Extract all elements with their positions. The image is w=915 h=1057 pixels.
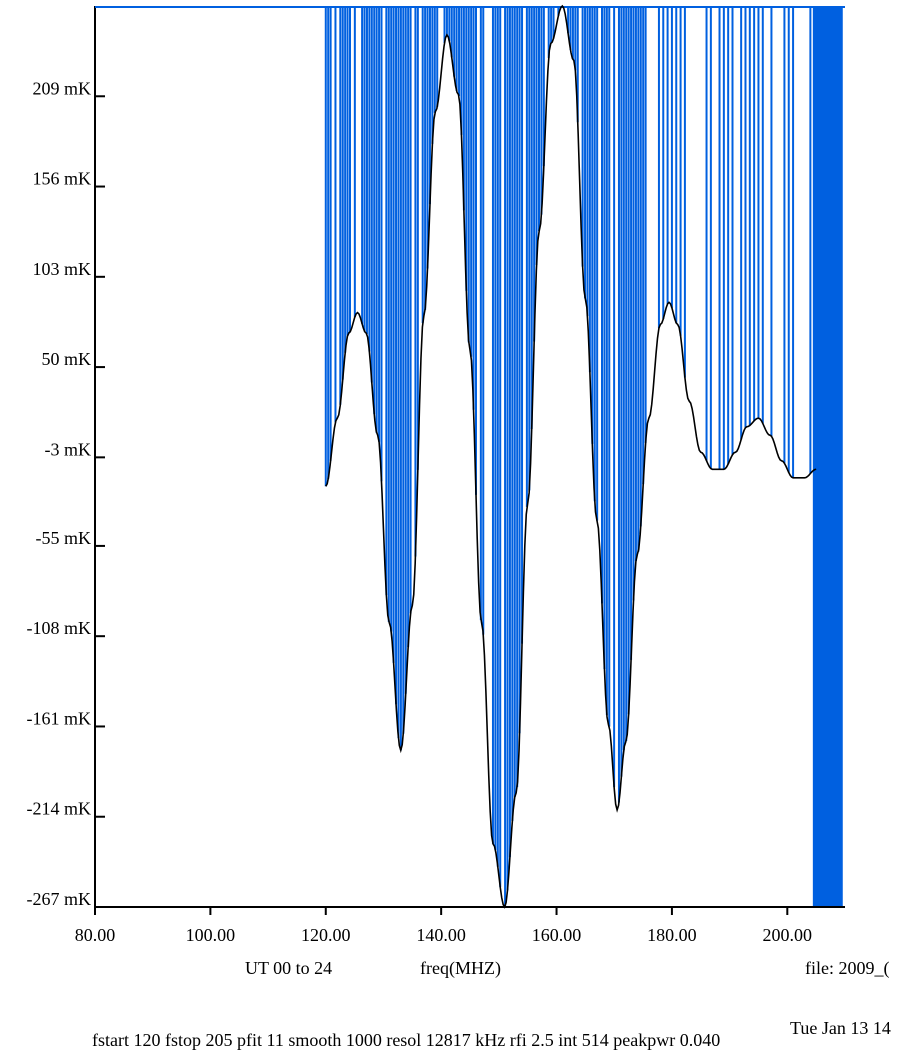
y-tick-label-8: 156 mK (33, 169, 92, 189)
y-tick-label-9: 209 mK (33, 78, 92, 98)
y-tick-label-5: -3 mK (45, 439, 92, 459)
x-tick-label-2: 120.00 (301, 925, 351, 945)
y-tick-label-0: -267 mK (27, 889, 92, 909)
footer-date-label: Tue Jan 13 14 (790, 1018, 891, 1038)
x-axis-ticks: 80.00 100.00 120.00 140.00 160.00 180.00 200.0… (75, 907, 812, 945)
y-tick-label-7: 103 mK (33, 259, 92, 279)
x-tick-label-5: 180.00 (647, 925, 697, 945)
y-tick-label-3: -108 mK (27, 618, 92, 638)
y-tick-label-6: 50 mK (42, 349, 92, 369)
x-tick-label-1: 100.00 (186, 925, 236, 945)
x-tick-label-6: 200.00 (763, 925, 813, 945)
x-tick-label-3: 140.00 (416, 925, 466, 945)
x-tick-label-0: 80.00 (75, 925, 116, 945)
footer-file-label: file: 2009_( (805, 958, 890, 978)
y-tick-label-4: -55 mK (36, 528, 92, 548)
y-tick-label-1: -214 mK (27, 799, 92, 819)
rfi-spike-series (324, 6, 845, 907)
footer-ut-range: UT 00 to 24 (245, 958, 333, 978)
footer-params: fstart 120 fstop 205 pfit 11 smooth 1000… (92, 1030, 721, 1050)
y-tick-label-2: -161 mK (27, 708, 92, 728)
x-axis-label: freq(MHZ) (420, 958, 501, 978)
fit-curve-series (325, 4, 817, 909)
x-tick-label-4: 160.00 (532, 925, 582, 945)
fit-curve-line (325, 4, 817, 909)
y-axis-ticks: -267 mK -214 mK -161 mK -108 mK -55 mK -3 mK 5… (27, 78, 105, 909)
